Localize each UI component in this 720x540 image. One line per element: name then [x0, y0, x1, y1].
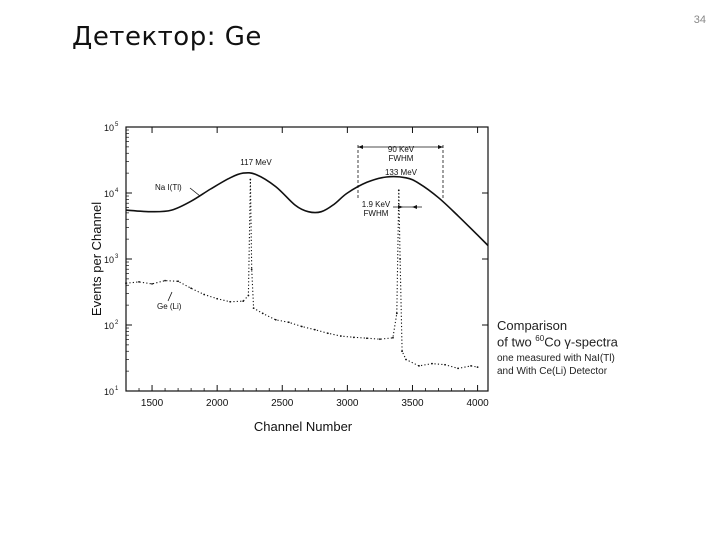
fwhm-ge-label: FWHM: [364, 209, 389, 218]
x-axis-title: Channel Number: [254, 419, 353, 434]
side-note-line-2: of two 60Co γ-spectra: [497, 334, 618, 350]
series-point-ge: [401, 350, 403, 353]
label-nai-leader: [189, 187, 201, 197]
series-line-nai: [125, 171, 489, 247]
side-note-line-2-suffix: Co γ-spectra: [544, 334, 618, 350]
x-tick-label: 1500: [141, 398, 164, 409]
series-point-ge: [418, 365, 420, 367]
page-number: 34: [693, 14, 706, 26]
series-point-ge: [216, 297, 219, 300]
y-tick-base: 10: [104, 321, 114, 331]
series-point-ge: [249, 178, 252, 181]
series-point-ge: [470, 365, 472, 367]
series-point-ge: [379, 338, 381, 341]
series-point-ge: [397, 189, 400, 192]
y-tick-base: 10: [104, 387, 114, 397]
fwhm-nai-value: 90 KeV: [388, 145, 415, 154]
series-point-ge: [177, 280, 179, 283]
series-point-ge: [365, 337, 368, 340]
peak-label-2: 133 MeV: [385, 168, 418, 177]
series-point-ge: [229, 300, 232, 303]
fwhm-ge-arrows: [398, 205, 417, 209]
side-note-line-1: Comparison: [497, 318, 568, 333]
label-nai: Na I(Tl): [155, 183, 182, 192]
series-point-ge: [431, 362, 433, 365]
series-point-ge: [395, 312, 398, 315]
side-note-line-4: and With Ce(Li) Detector: [497, 366, 608, 377]
series-point-ge: [399, 258, 402, 260]
series-point-ge: [203, 293, 206, 296]
y-tick-exponent: 1: [115, 386, 119, 392]
series-point-ge: [457, 367, 459, 370]
series-point-ge: [476, 366, 479, 369]
series-point-ge: [300, 325, 303, 328]
slide-title: Детектор: Ge: [72, 22, 262, 52]
series-point-ge: [326, 332, 329, 335]
label-ge: Ge (Li): [157, 302, 182, 311]
fwhm-nai-label: FWHM: [389, 154, 414, 163]
y-tick-exponent: 4: [115, 188, 119, 194]
series-point-ge: [125, 282, 127, 285]
series-point-ge: [164, 279, 166, 282]
series-point-ge: [190, 287, 193, 290]
series-point-ge: [313, 328, 316, 331]
series-point-ge: [405, 358, 407, 361]
series-point-ge: [151, 282, 153, 285]
side-note-line-2-prefix: of two: [497, 334, 536, 350]
y-tick-exponent: 5: [115, 122, 119, 128]
x-tick-label: 2500: [271, 398, 294, 409]
series-point-ge: [252, 307, 255, 310]
series-point-ge: [287, 321, 290, 324]
series-point-ge: [138, 280, 140, 283]
y-tick-base: 10: [104, 189, 114, 199]
side-note-isotope-mass: 60: [535, 334, 545, 343]
side-note-line-3: one measured with NaI(Tl): [497, 353, 615, 364]
series-point-ge: [392, 336, 394, 339]
series-point-ge: [247, 294, 250, 297]
y-tick-exponent: 3: [115, 254, 119, 260]
label-ge-leader: [167, 291, 173, 302]
series-point-ge: [261, 312, 264, 315]
y-tick-base: 10: [104, 123, 114, 133]
x-tick-label: 3500: [401, 398, 424, 409]
series-point-ge: [242, 300, 245, 303]
y-axis-title: Events per Channel: [89, 202, 104, 316]
peak-label-1: 117 MeV: [240, 158, 272, 167]
series-point-ge: [444, 363, 446, 366]
series-point-ge: [274, 318, 277, 321]
x-tick-label: 2000: [206, 398, 229, 409]
series-point-ge: [250, 268, 253, 271]
series-point-ge: [352, 336, 355, 339]
x-tick-label: 3000: [336, 398, 359, 409]
y-tick-base: 10: [104, 255, 114, 265]
x-tick-label: 4000: [466, 398, 489, 409]
series-point-ge: [339, 335, 342, 337]
y-tick-exponent: 2: [115, 320, 119, 326]
fwhm-ge-value: 1.9 KeV: [362, 200, 391, 209]
plot-frame: [125, 126, 489, 392]
